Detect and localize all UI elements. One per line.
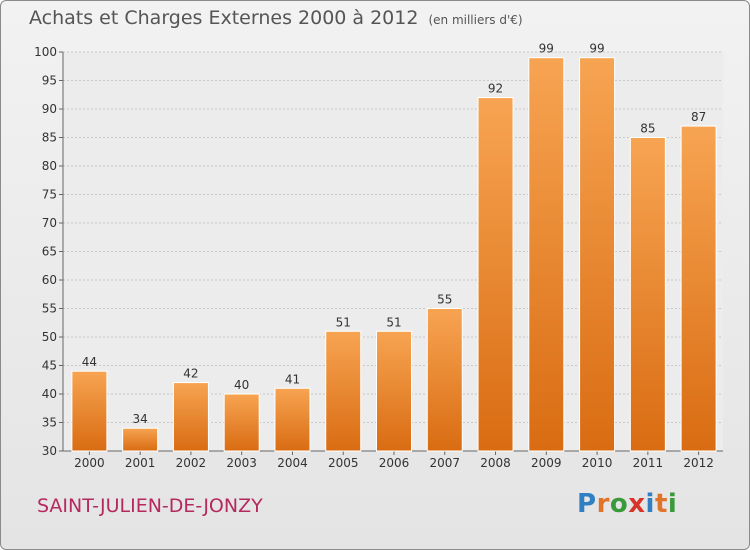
logo-letter: t: [654, 489, 668, 519]
x-tick-label-2010: 2010: [582, 456, 613, 470]
proxiti-logo[interactable]: Proxiti: [577, 489, 677, 519]
y-tick-label: 50: [42, 330, 57, 344]
y-tick-label: 30: [42, 444, 57, 458]
x-tick-label-2008: 2008: [480, 456, 511, 470]
x-tick-label-2004: 2004: [277, 456, 308, 470]
x-tick-label-2002: 2002: [176, 456, 207, 470]
y-tick-label: 90: [42, 102, 57, 116]
data-label-2003: 40: [234, 378, 249, 392]
data-label-2007: 55: [437, 293, 452, 307]
y-tick-label: 60: [42, 273, 57, 287]
data-label-2001: 34: [133, 412, 148, 426]
data-label-2009: 99: [539, 42, 554, 56]
bar-2008: [477, 97, 514, 452]
data-label-2012: 87: [691, 110, 706, 124]
y-tick-label: 40: [42, 387, 57, 401]
logo-letter: r: [596, 489, 610, 519]
x-tick-label-2012: 2012: [683, 456, 714, 470]
bar-2001: [122, 427, 159, 452]
bar-2000: [71, 370, 108, 452]
bar-2010: [579, 57, 616, 452]
bar-2003: [223, 393, 260, 452]
data-label-2006: 51: [386, 315, 401, 329]
data-label-2002: 42: [183, 367, 198, 381]
x-tick-label-2001: 2001: [125, 456, 156, 470]
y-tick-label: 95: [42, 74, 57, 88]
bar-2011: [629, 137, 666, 452]
x-tick-label-2005: 2005: [328, 456, 359, 470]
labels: 30 35 40 45 50 55 60 65 70 75 80 85 90 95 100 44 2000 34 2…: [34, 42, 714, 470]
y-tick-label: 55: [42, 302, 57, 316]
bar-2007: [426, 308, 463, 452]
chart-title: Achats et Charges Externes 2000 à 2012 (e…: [29, 7, 523, 29]
y-tick-label: 35: [42, 416, 57, 430]
chart-title-text: Achats et Charges Externes 2000 à 2012: [29, 7, 419, 29]
bar-2002: [172, 382, 209, 452]
logo-letter: o: [609, 489, 629, 519]
bar-2005: [325, 330, 362, 452]
y-tick-label: 100: [34, 45, 57, 59]
x-tick-label-2000: 2000: [74, 456, 105, 470]
logo-letter: P: [577, 489, 597, 519]
bar-2012: [680, 125, 717, 452]
x-tick-label-2007: 2007: [429, 456, 460, 470]
x-tick-label-2009: 2009: [531, 456, 562, 470]
logo-letter: i: [645, 489, 655, 519]
data-label-2010: 99: [589, 42, 604, 56]
y-tick-label: 45: [42, 359, 57, 373]
data-label-2008: 92: [488, 82, 503, 96]
y-tick-label: 80: [42, 159, 57, 173]
y-tick-label: 75: [42, 188, 57, 202]
data-label-2004: 41: [285, 372, 300, 386]
bar-2009: [528, 57, 565, 452]
x-tick-label-2006: 2006: [379, 456, 410, 470]
y-tick-label: 65: [42, 245, 57, 259]
y-tick-label: 70: [42, 216, 57, 230]
data-label-2011: 85: [640, 122, 655, 136]
bar-2006: [376, 330, 412, 452]
data-label-2005: 51: [336, 315, 351, 329]
x-tick-label-2003: 2003: [226, 456, 257, 470]
y-tick-label: 85: [42, 131, 57, 145]
logo-letter: i: [667, 489, 678, 519]
bars: [71, 57, 717, 452]
data-label-2000: 44: [82, 355, 97, 369]
commune-name: SAINT-JULIEN-DE-JONZY: [37, 495, 263, 517]
chart-unit-note: (en milliers d'€): [428, 13, 523, 27]
x-tick-label-2011: 2011: [633, 456, 664, 470]
logo-letter: x: [628, 489, 646, 519]
bar-2004: [274, 387, 311, 452]
